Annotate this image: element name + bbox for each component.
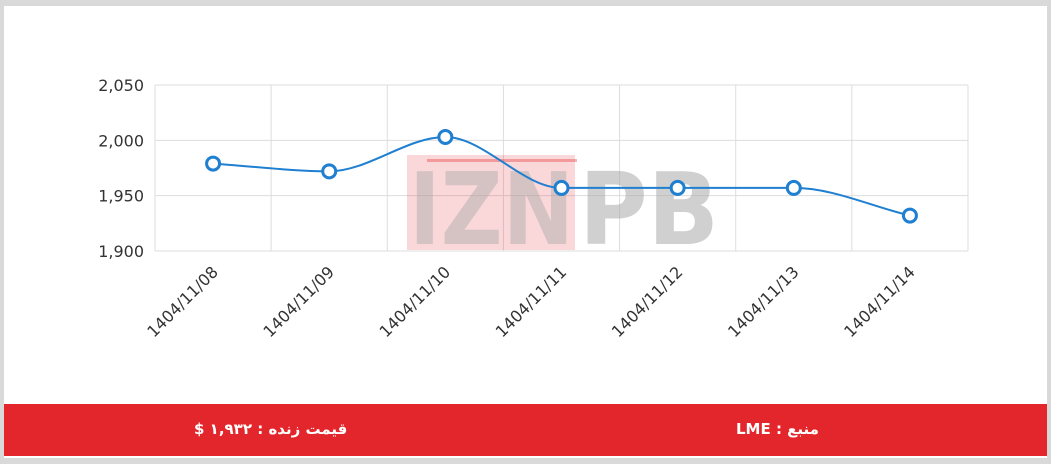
y-tick-label: 1,950 (98, 187, 144, 206)
y-tick-label: 1,900 (98, 242, 144, 261)
data-point (205, 155, 222, 172)
data-point (321, 163, 338, 180)
source-label: منبع : LME (736, 420, 819, 438)
data-point (901, 207, 918, 224)
data-point (785, 179, 802, 196)
series (205, 129, 918, 224)
data-point (437, 129, 454, 146)
y-tick-label: 2,000 (98, 131, 144, 150)
x-tick-label: 1404/11/14 (840, 262, 919, 341)
data-point (553, 179, 570, 196)
live-price-label: قیمت زنده : ۱,۹۳۲ $ (194, 420, 348, 438)
x-tick-label: 1404/11/12 (608, 262, 687, 341)
x-tick-label: 1404/11/08 (143, 262, 222, 341)
x-tick-label: 1404/11/13 (724, 262, 803, 341)
watermark-accent-block (407, 155, 575, 250)
x-tick-label: 1404/11/11 (492, 262, 571, 341)
chart-card: IZN PB 1,900 1,950 2,000 2,050 1404/11/08 1404… (4, 6, 1047, 458)
x-tick-label: 1404/11/10 (376, 262, 455, 341)
watermark-logo: IZN PB (407, 151, 719, 268)
watermark-text-left: IZN (409, 151, 574, 268)
y-tick-label: 2,050 (98, 76, 144, 95)
x-tick-label: 1404/11/09 (259, 262, 338, 341)
data-point (669, 179, 686, 196)
line-chart: IZN PB 1,900 1,950 2,000 2,050 1404/11/08 1404… (98, 76, 969, 341)
footer-bar: قیمت زنده : ۱,۹۳۲ $ منبع : LME (4, 404, 1047, 456)
watermark-text-right: PB (579, 151, 719, 268)
